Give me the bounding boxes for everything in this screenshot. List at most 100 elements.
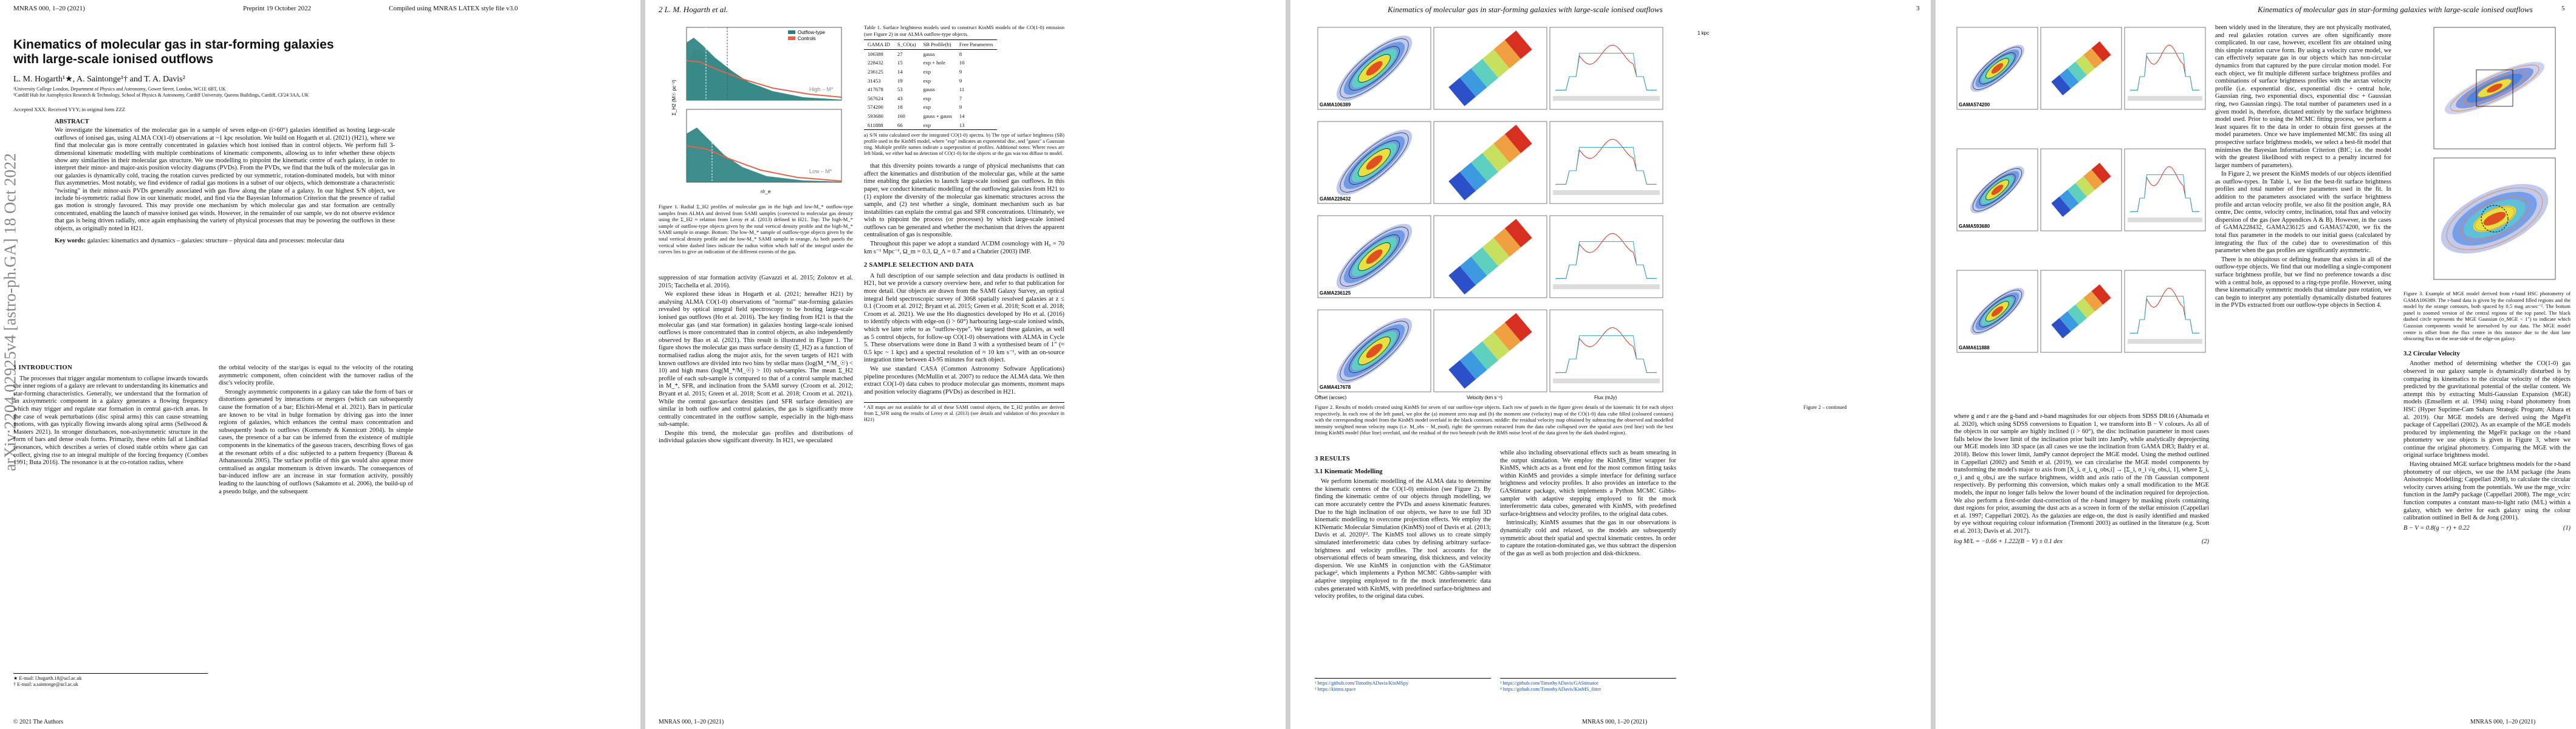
section-3-1-paragraph-3: Intrinsically, KinMS assumes that the ga… [1500,519,1676,557]
table-1-cell: gauss [923,50,935,57]
author-list: L. M. Hogarth¹★, A. Saintonge¹† and T. A… [13,75,185,84]
model-spectrum [1555,241,1657,279]
bottom-control-curve [686,145,842,182]
axis-flux-label: Flux (mJy) [1594,395,1617,400]
beam-scale-label: 1 kpc [1697,30,1710,36]
galaxy-id-label: GAMA106389 [1320,102,1351,108]
residual-band [2128,339,2202,344]
galaxy-id-label: GAMA236125 [1320,290,1351,296]
p1-column-left: 1 INTRODUCTION The processes that trigge… [13,358,208,699]
section-2-paragraph-1: A full description of our sample selecti… [864,272,1064,364]
page-number: 5 [2561,5,2565,12]
top-control-curve [686,60,842,98]
top-panel-tag: High – M* [809,86,834,92]
equation-1: B − V = 0.8(g − r) + 0.22 (1) [2403,524,2571,532]
table-1-row: 228432 15 exp + hole 10 [864,58,997,67]
table-1-cell: 19 [897,77,903,84]
spectrum-panel [1549,121,1663,204]
table-1-cell: 8 [959,50,962,57]
residual-band [1553,378,1660,383]
footnote-url-4[interactable]: ⁴ https://github.com/TimothyADavis/KinMS… [1500,686,1601,692]
footnote-url-2[interactable]: ² https://kinms.space [1315,686,1356,692]
page-3: Kinematics of molecular gas in star-form… [1290,0,1931,729]
legend-outflow-label: Outflow-type [798,30,825,35]
moment-zero-map [1970,44,2024,92]
galaxy-id-label: GAMA228432 [1320,196,1351,202]
figure-1-xlabel: r/r_e [761,189,771,194]
footnote-url-1[interactable]: ¹ https://github.com/TimothyADavis/KinMS… [1315,680,1409,686]
moment-zero-map [1970,287,2024,335]
bottom-outflow-curve [687,128,841,182]
figure-2-continued: 1 kpc [1691,24,1928,401]
figure-2-row [1956,148,2206,231]
spectrum-panel [2124,27,2206,110]
galaxy-id-label: GAMA574200 [1959,102,1990,108]
section-3-1-paragraph-2: while also including observational effec… [1500,450,1676,518]
figure-2-row [1317,309,1663,392]
figure-1-plot: Outflow-type Controls High – M* Low – M*… [671,27,842,194]
table-1-cell: exp [923,77,931,84]
table-1-row: 567624 43 exp 7 [864,94,997,103]
p3-footnotes-left: ¹ https://github.com/TimothyADavis/KinMS… [1315,678,1491,693]
running-title: Kinematics of molecular gas in star-form… [2258,5,2533,14]
header-left: MNRAS 000, 1–20 (2021) [13,5,85,12]
section-3-2-paragraph-2: Having obtained MGE surface brightness m… [2403,461,2571,522]
table-1-cell: 53 [897,86,903,93]
footer-p4: MNRAS 000, 1–20 (2021) [2470,719,2536,725]
model-spectrum [1555,335,1657,374]
p2-paragraph-3: Despite this trend, the molecular gas pr… [659,430,853,445]
footer-p3: MNRAS 000, 1–20 (2021) [1582,719,1648,725]
section-3-heading: 3 RESULTS [1315,456,1350,462]
abstract-text: We investigate the kinematics of the mol… [55,127,395,232]
p1-column-right: the orbital velocity of the star/gas is … [219,364,413,705]
footnote-url-3[interactable]: ³ https://github.com/TimothyADavis/GASti… [1500,680,1598,686]
table-1-cell: 236125 [868,68,883,75]
section-3-1-heading: 3.1 Kinematic Modelling [1315,468,1383,475]
figure-2-row [1317,215,1663,298]
table-1-cell: 611888 [868,122,883,128]
p2-paragraph-1: suppression of star formation activity (… [659,275,853,289]
table-1-col-header: GAMA ID [868,41,891,48]
table-1-cell: 27 [897,50,903,57]
figure-1: Outflow-type Controls High – M* Low – M*… [670,24,846,200]
table-1-row: 106389 27 gauss 8 [864,49,997,58]
p2-paragraph-4: that this diversity points towards a ran… [864,163,1064,239]
p2-footnote: ¹ All maps are not available for all of … [864,402,1064,423]
velocity-map [1448,313,1532,389]
table-1-col-header: SB Profile(b) [923,41,951,48]
p4-lower-left: where g and r are the g-band and r-band … [1954,413,2209,705]
table-1-cell: 31453 [868,77,881,84]
residual-band [2128,217,2202,222]
legend-control-label: Controls [798,36,816,41]
velocity-map [1448,30,1532,106]
figure-2: GAMA106389 GAMA228432 GAMA236125 GAMA417678… [1315,24,1667,401]
page-4: Kinematics of molecular gas in star-form… [1936,0,2576,729]
header-center: Preprint 19 October 2022 [243,5,312,12]
affiliation-2: ²Cardiff Hub for Astrophysics Research &… [13,92,309,98]
figure-3 [2416,24,2561,286]
intro-paragraph-1: The processes that trigger angular momen… [13,375,208,467]
figure-2-row [1956,27,2206,110]
table-1-cell: exp [923,95,931,101]
keywords-label: Key words: [55,238,86,245]
section-2-heading: 2 SAMPLE SELECTION AND DATA [864,262,974,269]
velocity-map [2051,284,2111,339]
p2-paragraph-2: We explored these ideas in Hogarth et al… [659,291,853,428]
figure-2-caption: Figure 2. Results of models created usin… [1315,404,1673,436]
table-1-row: 611888 66 exp 13 [864,121,997,130]
residual-band [1553,284,1660,289]
velocity-map [2051,41,2111,96]
legend-control-swatch [788,36,795,40]
table-1-cell: 11 [959,86,965,93]
spectrum-panel [2124,148,2206,231]
residual-band [1553,190,1660,195]
section-3-1-paragraph-1: We perform kinematic modelling of the AL… [1315,478,1491,600]
residual-band [1553,96,1660,101]
galaxy-id-label: GAMA611888 [1959,345,1990,351]
table-1-cell: 66 [897,122,903,128]
spectrum-panel [1549,215,1663,298]
paper-title: Kinematics of molecular gas in star-form… [13,38,334,66]
table-1-header-row: GAMA ID S_CO(a) SB Profile(b) Free Paramete… [864,39,997,50]
moment-zero-map [1336,129,1413,196]
axis-offset-label: Offset (arcsec) [1315,395,1347,400]
